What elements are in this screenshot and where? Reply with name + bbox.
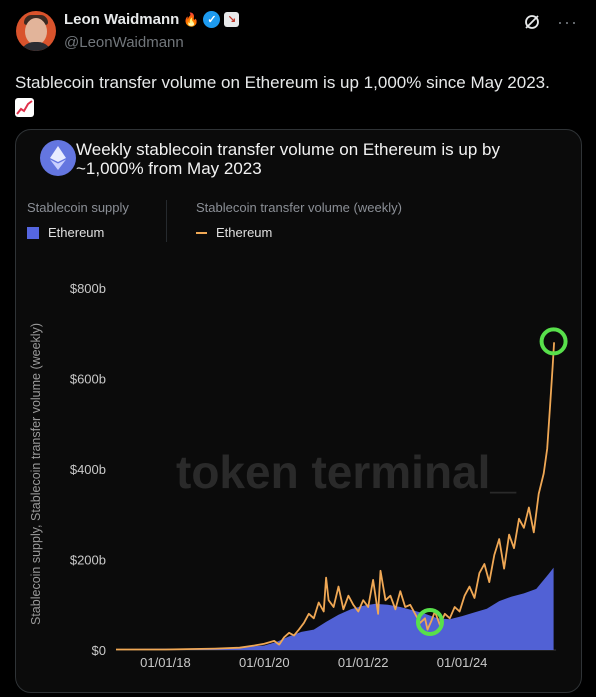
x-tick-label: 01/01/22: [338, 655, 389, 670]
author-row: Leon Waidmann 🔥 ✓ ↘: [64, 11, 240, 28]
legend-volume-header: Stablecoin transfer volume (weekly): [196, 200, 402, 215]
legend-supply-swatch: [27, 226, 39, 239]
y-tick-label: $400b: [70, 462, 106, 477]
y-tick-label: $800b: [70, 281, 106, 296]
fire-icon: 🔥: [183, 11, 200, 27]
watermark: token terminal_: [176, 446, 516, 498]
avatar[interactable]: [16, 11, 56, 51]
chart-title: Weekly stablecoin transfer volume on Eth…: [76, 140, 500, 178]
grok-icon[interactable]: [523, 13, 541, 31]
y-axis-label: Stablecoin supply, Stablecoin transfer v…: [29, 323, 43, 625]
x-tick-label: 01/01/24: [437, 655, 488, 670]
legend-supply-item[interactable]: Ethereum: [27, 225, 104, 240]
highlight-circle: [415, 607, 444, 636]
tweet-text: Stablecoin transfer volume on Ethereum i…: [15, 71, 585, 119]
y-tick-label: $600b: [70, 372, 106, 387]
supply-area: [116, 567, 554, 650]
legend-supply-header: Stablecoin supply: [27, 200, 129, 215]
volume-line: [116, 342, 555, 651]
verified-badge-icon[interactable]: ✓: [203, 11, 221, 28]
tweet-body: Stablecoin transfer volume on Ethereum i…: [15, 73, 550, 92]
x-tick-label: 01/01/20: [239, 655, 290, 670]
author-handle[interactable]: @LeonWaidmann: [64, 34, 184, 51]
chart-increasing-emoji-icon: [15, 98, 34, 118]
highlight-circle: [539, 327, 568, 356]
more-options-icon[interactable]: ···: [557, 12, 578, 32]
chart-plot[interactable]: token terminal_ $0 $200b $400b $600b $800b Sta…: [16, 130, 581, 692]
legend-volume-item[interactable]: Ethereum: [196, 225, 272, 240]
legend-volume-swatch: [196, 231, 207, 234]
y-tick-label: $0: [92, 643, 106, 658]
ethereum-logo-icon: [40, 140, 76, 176]
legend-supply-label: Ethereum: [48, 225, 105, 240]
legend-volume-label: Ethereum: [216, 225, 273, 240]
author-name[interactable]: Leon Waidmann: [64, 11, 180, 28]
y-tick-label: $200b: [70, 553, 106, 568]
chart-card[interactable]: Weekly stablecoin transfer volume on Eth…: [15, 129, 582, 693]
legend-divider: [166, 200, 167, 242]
tweet-actions: ···: [523, 13, 578, 31]
x-tick-label: 01/01/18: [140, 655, 191, 670]
affiliate-badge-icon[interactable]: ↘: [224, 12, 240, 27]
